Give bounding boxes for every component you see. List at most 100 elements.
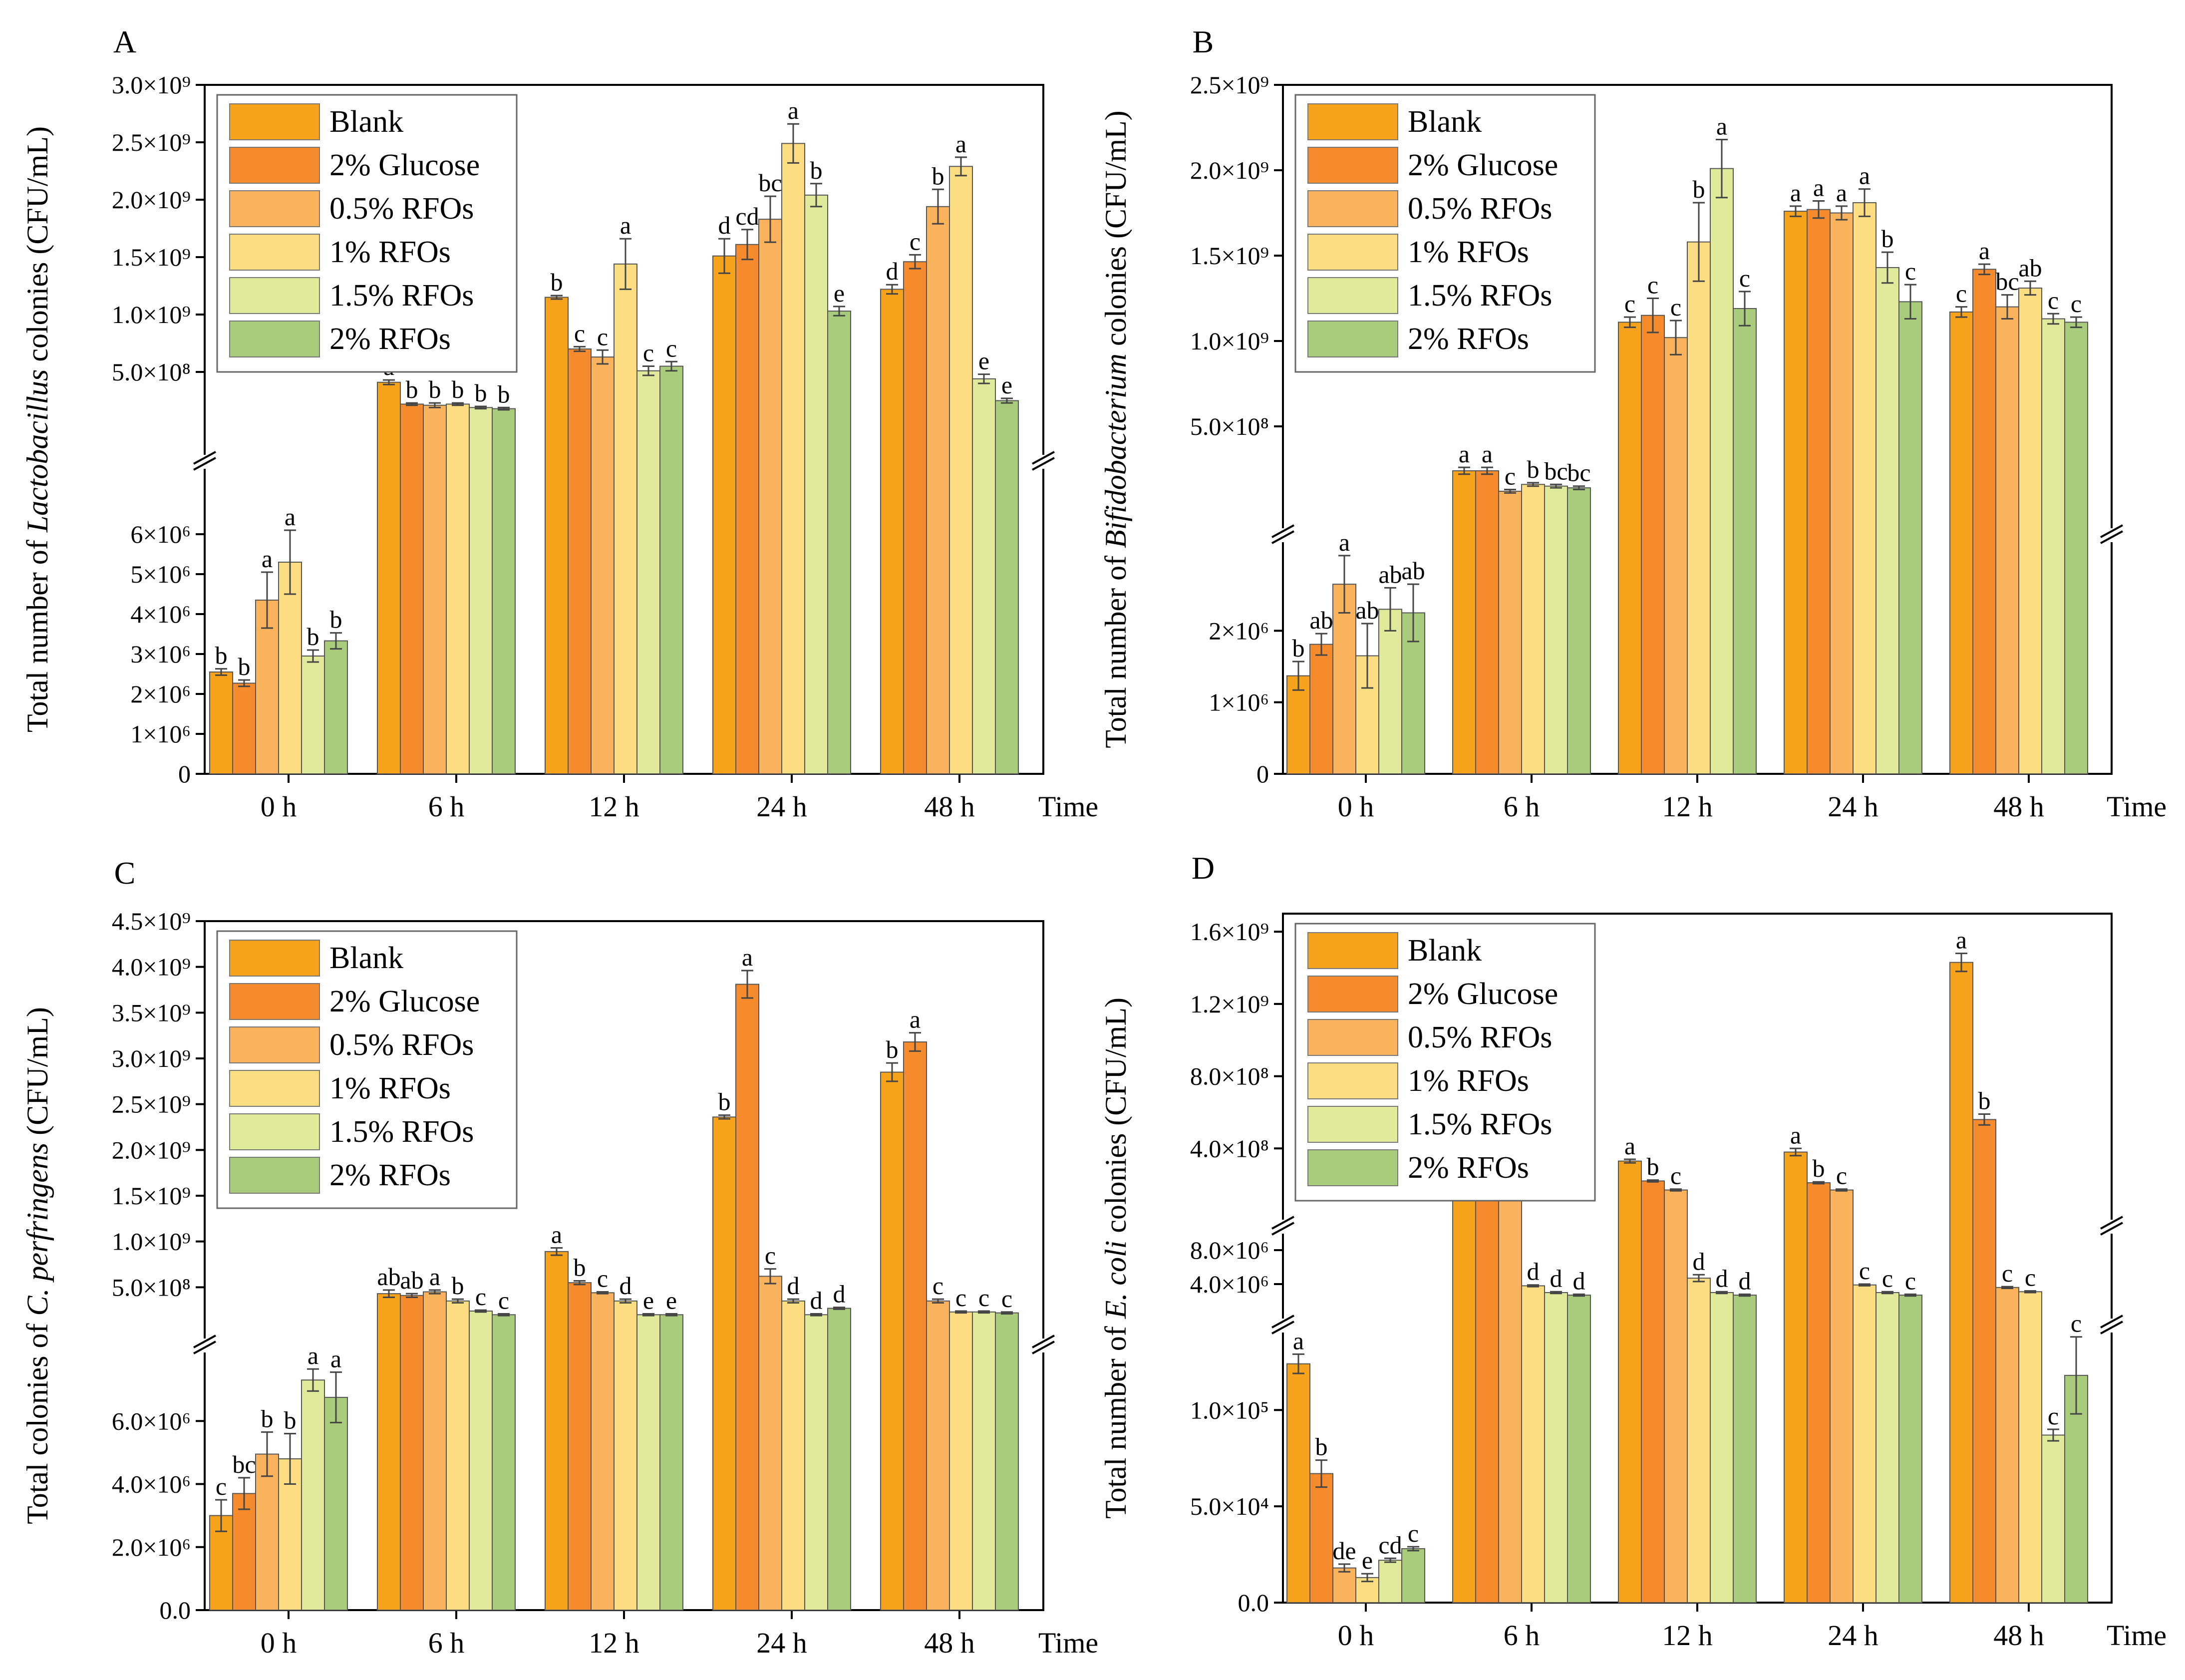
significance-letter: c: [666, 334, 677, 362]
y-axis-label-part: Total number of: [1099, 1319, 1132, 1519]
bar: [423, 1291, 447, 1611]
significance-letter: c: [1408, 1519, 1419, 1547]
bar: [1995, 1287, 2019, 1604]
axis-break-mark: [1271, 1216, 1294, 1230]
bar: [712, 1116, 736, 1611]
y-tick-label: 1.5×10⁹: [112, 243, 191, 271]
y-tick-label: 5.0×10⁸: [112, 1273, 191, 1301]
legend-label: 2% RFOs: [329, 1158, 451, 1192]
bar: [1401, 1548, 1425, 1603]
bar: [1544, 1292, 1568, 1603]
legend-label: 1% RFOs: [1408, 1064, 1529, 1098]
y-axis-label-part: E. coli: [1099, 1241, 1132, 1320]
bar: [781, 1300, 805, 1611]
x-tick-label: 48 h: [924, 790, 975, 823]
axis-break-mark: [2100, 1321, 2123, 1335]
bar: [1378, 1560, 1402, 1603]
x-tick-label: 12 h: [1662, 790, 1713, 823]
significance-letter: c: [2048, 286, 2059, 314]
legend-swatch: [1307, 190, 1398, 227]
significance-letter: c: [765, 1242, 776, 1270]
y-tick-label: 2.5×10⁹: [112, 1090, 191, 1118]
y-tick-label: 4.0×10⁹: [112, 953, 191, 981]
y-axis-label-part: Total colonies of: [21, 1316, 54, 1524]
x-tick-label: 6 h: [428, 790, 465, 823]
legend-swatch: [1307, 1019, 1398, 1056]
legend-swatch: [1307, 1062, 1398, 1099]
significance-letter: ab: [377, 1263, 400, 1291]
bar: [1452, 470, 1476, 774]
bar: [1710, 1292, 1734, 1603]
significance-letter: c: [1670, 1162, 1681, 1190]
legend: Blank 2% Glucose 0.5% RFOs 1% RFOs 1.5% RFOs…: [216, 94, 518, 373]
significance-letter: c: [1739, 264, 1750, 292]
axis-break-mark: [1271, 1321, 1294, 1335]
legend-label: 1% RFOs: [329, 1071, 451, 1105]
significance-letter: a: [1790, 1121, 1801, 1149]
x-axis-label: Time: [2107, 790, 2167, 823]
significance-letter: b: [330, 606, 342, 634]
significance-letter: d: [1716, 1264, 1728, 1292]
bar: [972, 378, 996, 774]
bar: [1498, 1189, 1522, 1603]
y-tick-label: 1.6×10⁹: [1190, 918, 1269, 946]
significance-letter: e: [1001, 371, 1012, 399]
legend-label: 2% RFOs: [1408, 322, 1529, 356]
bar: [1567, 487, 1591, 774]
y-tick-label: 2×10⁶: [1209, 617, 1269, 645]
x-tick-label: 12 h: [589, 1627, 639, 1659]
bar: [377, 1293, 401, 1611]
axis-break-mark: [2100, 530, 2123, 544]
y-tick-label: 2.0×10⁶: [112, 1533, 191, 1561]
y-tick-label: 1.5×10⁹: [1190, 242, 1269, 270]
significance-letter: b: [932, 162, 944, 190]
significance-letter: a: [1293, 1327, 1304, 1354]
significance-letter: b: [1693, 175, 1705, 203]
bar: [972, 1311, 996, 1611]
legend-swatch: [229, 1157, 320, 1194]
significance-letter: a: [262, 545, 273, 573]
y-tick-label: 6.0×10⁶: [112, 1407, 191, 1435]
significance-letter: a: [1339, 528, 1350, 556]
y-tick-label: 1×10⁶: [130, 720, 191, 748]
bar: [758, 219, 782, 775]
significance-letter: a: [1716, 112, 1727, 140]
axis-break-mark: [1271, 1315, 1294, 1329]
significance-letter: b: [1292, 634, 1305, 662]
axis-break-mark: [2100, 1216, 2123, 1230]
y-axis-label-part: Bifidobacterium: [1099, 353, 1132, 548]
significance-letter: a: [330, 1344, 341, 1372]
bar: [232, 1493, 256, 1611]
legend-swatch: [1307, 1106, 1398, 1143]
bar: [2064, 322, 2088, 774]
significance-letter: b: [1813, 1154, 1825, 1182]
significance-letter: a: [1859, 162, 1870, 190]
bar: [2041, 318, 2065, 774]
x-tick-label: 6 h: [1504, 790, 1540, 823]
panel-a: 0 1×10⁶ 2×10⁶ 3×10⁶ 4×10⁶ 5×10⁶ 6×10⁶ 5.0×10⁸ 1.…: [21, 24, 1098, 823]
significance-letter: c: [475, 1283, 486, 1311]
x-axis-label: Time: [1038, 1627, 1098, 1659]
legend-swatch: [1307, 932, 1398, 969]
significance-letter: a: [910, 1006, 921, 1033]
y-tick-label: 2×10⁶: [130, 680, 191, 708]
significance-letter: c: [2002, 1259, 2013, 1287]
bar: [1687, 1278, 1711, 1604]
significance-letter: b: [1881, 225, 1894, 253]
y-tick-label: 0: [178, 760, 191, 788]
significance-letter: a: [620, 211, 631, 239]
bar: [1309, 1473, 1333, 1604]
significance-letter: e: [834, 279, 845, 307]
bar: [446, 1300, 470, 1611]
significance-letter: e: [643, 1287, 654, 1315]
bar: [1784, 1151, 1808, 1603]
bar: [492, 1314, 516, 1611]
significance-letter: e: [666, 1287, 677, 1315]
significance-letter: a: [955, 130, 966, 158]
significance-letter: b: [498, 380, 510, 408]
y-tick-label: 4×10⁶: [130, 600, 191, 628]
x-tick-label: 6 h: [1504, 1619, 1540, 1652]
axis-break-mark: [1032, 451, 1055, 465]
y-tick-label: 4.0×10⁶: [112, 1470, 191, 1498]
bar: [1898, 301, 1922, 774]
